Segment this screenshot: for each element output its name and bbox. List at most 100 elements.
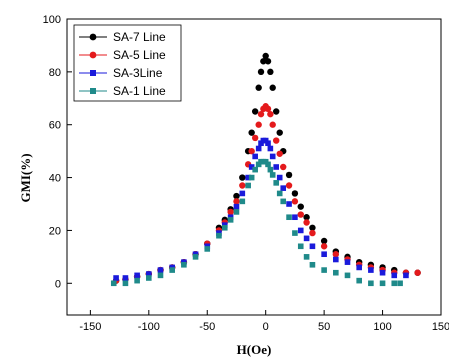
x-tick-label: 150	[432, 321, 449, 333]
legend-item: SA-3Line	[79, 66, 163, 80]
data-point	[192, 254, 199, 260]
data-point	[344, 272, 351, 279]
data-point	[245, 174, 251, 181]
data-point	[233, 203, 240, 210]
data-point	[248, 164, 255, 170]
data-point	[320, 237, 328, 245]
data-point	[110, 280, 117, 287]
data-point	[285, 182, 293, 189]
data-point	[239, 190, 246, 197]
data-point	[265, 161, 271, 168]
data-point	[239, 198, 246, 205]
data-point	[286, 214, 292, 221]
legend-item: SA-7 Line	[79, 30, 166, 44]
data-point	[303, 254, 310, 260]
data-point	[320, 243, 328, 250]
data-point	[333, 269, 339, 276]
data-point	[157, 272, 164, 279]
legend-label: SA-5 Line	[113, 48, 166, 62]
data-point	[122, 275, 129, 281]
data-point	[379, 280, 386, 287]
data-point	[273, 180, 280, 186]
x-tick-label: -150	[79, 321, 101, 333]
x-tick-label: 100	[373, 321, 391, 333]
data-point	[285, 171, 293, 179]
legend: SA-7 Line SA-5 Line SA-3Line SA-1 Line	[73, 24, 182, 102]
legend-label: SA-3Line	[113, 66, 163, 80]
data-point	[251, 108, 259, 115]
data-point	[134, 272, 140, 279]
data-point	[265, 140, 271, 147]
data-point	[113, 275, 119, 281]
data-point	[239, 174, 246, 181]
data-point	[264, 58, 272, 65]
data-point	[257, 68, 265, 76]
data-point	[260, 58, 267, 65]
data-point	[276, 174, 283, 181]
data-point	[303, 219, 310, 226]
series-2	[112, 103, 421, 284]
data-point	[216, 232, 222, 239]
data-point	[309, 261, 316, 268]
data-point	[368, 267, 374, 273]
data-point	[368, 280, 374, 287]
data-point	[146, 275, 152, 281]
data-point	[239, 182, 246, 189]
data-point	[280, 185, 287, 191]
data-point	[291, 190, 299, 197]
data-point	[379, 269, 386, 276]
series-4	[110, 158, 403, 287]
data-point	[292, 214, 298, 221]
data-point	[356, 264, 362, 271]
data-point	[227, 217, 234, 223]
data-point	[255, 145, 262, 152]
data-point	[252, 153, 258, 160]
plot-frame	[66, 18, 442, 316]
series-group	[110, 52, 421, 287]
data-point	[269, 172, 276, 178]
data-point	[303, 214, 310, 221]
y-tick-label: 60	[49, 120, 61, 132]
x-tick-label: -50	[199, 321, 215, 333]
y-tick-label: 100	[43, 14, 61, 26]
data-point	[309, 229, 316, 237]
data-point	[309, 224, 316, 231]
x-tick-label: 50	[318, 321, 330, 333]
legend-marker	[90, 70, 96, 76]
y-axis-title: GMI(%)	[18, 153, 33, 202]
data-point	[276, 150, 283, 157]
data-point	[264, 105, 272, 113]
y-axis: 0 20 40 60 80 100	[43, 14, 72, 290]
data-point	[297, 211, 304, 218]
data-point	[252, 166, 258, 173]
legend-marker	[89, 33, 97, 41]
x-tick-label: -100	[138, 321, 160, 333]
y-tick-label: 80	[49, 67, 61, 79]
legend-item: SA-1 Line	[79, 84, 166, 98]
data-point	[267, 110, 274, 118]
data-point	[262, 52, 269, 60]
data-point	[269, 121, 276, 128]
data-point	[273, 137, 280, 144]
data-point	[245, 182, 251, 189]
data-point	[134, 277, 140, 284]
data-point	[248, 147, 255, 155]
data-point	[280, 198, 287, 205]
data-point	[248, 129, 255, 136]
y-tick-label: 40	[49, 173, 61, 185]
data-point	[276, 129, 283, 136]
data-point	[257, 110, 265, 118]
data-point	[297, 203, 304, 210]
data-point	[303, 235, 310, 242]
data-point	[332, 251, 340, 258]
data-point	[333, 256, 339, 263]
data-point	[403, 272, 409, 279]
data-point	[169, 267, 175, 273]
x-axis: -150 -100 -50 0 50 100 150	[79, 310, 449, 333]
data-point	[344, 259, 351, 265]
data-point	[356, 277, 362, 284]
legend-marker	[90, 88, 96, 94]
data-point	[146, 271, 152, 277]
data-point	[286, 201, 292, 207]
